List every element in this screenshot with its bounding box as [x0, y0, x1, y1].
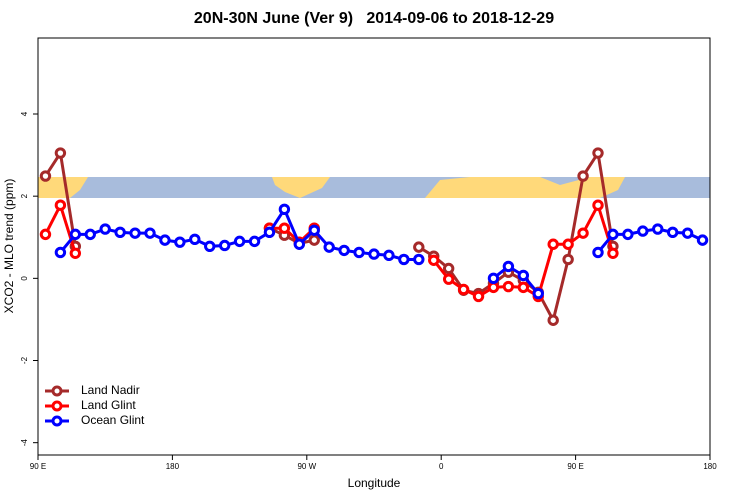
data-point	[577, 170, 589, 182]
data-point	[69, 228, 82, 241]
data-point	[323, 241, 335, 253]
data-point	[189, 233, 201, 246]
data-point	[577, 227, 589, 239]
x-tick-label: 90 E	[567, 462, 583, 471]
x-tick-label: 180	[703, 462, 717, 471]
y-tick-label: 4	[20, 111, 29, 116]
data-point	[487, 281, 500, 294]
data-point	[562, 253, 574, 266]
chart-title: 20N-30N June (Ver 9) 2014-09-06 to 2018-…	[194, 10, 554, 27]
data-point	[442, 262, 455, 275]
data-point	[39, 170, 52, 182]
data-point	[263, 226, 276, 239]
data-point	[592, 147, 604, 159]
data-point	[114, 226, 126, 239]
data-point	[99, 223, 111, 235]
data-point	[487, 272, 500, 285]
data-point	[517, 269, 530, 282]
data-point	[592, 246, 604, 259]
data-point	[174, 236, 186, 248]
data-point	[338, 244, 350, 257]
data-point	[502, 260, 515, 273]
y-tick-label: -2	[20, 356, 29, 364]
legend-marker	[51, 400, 63, 412]
data-point	[368, 248, 380, 260]
y-tick-label: -4	[20, 439, 29, 447]
data-point	[84, 228, 96, 241]
data-point	[144, 227, 156, 239]
data-point	[308, 224, 320, 236]
x-tick-label: 90 W	[297, 462, 316, 471]
legend-marker	[51, 385, 63, 397]
legend-label: Land Glint	[81, 398, 136, 412]
data-point	[637, 225, 649, 237]
y-tick-label: 0	[20, 276, 29, 281]
data-point	[547, 314, 559, 326]
data-point	[696, 234, 709, 246]
data-point	[293, 238, 306, 250]
data-point	[69, 247, 82, 259]
data-point	[39, 228, 52, 241]
data-point	[159, 234, 171, 246]
data-point	[54, 246, 67, 259]
data-point	[547, 238, 559, 250]
data-point	[248, 235, 261, 248]
data-point	[278, 222, 291, 234]
data-point	[472, 290, 485, 303]
data-point	[666, 226, 679, 239]
data-point	[129, 227, 141, 239]
legend-label: Land Nadir	[81, 383, 140, 397]
plot-frame	[37, 37, 711, 456]
data-point	[383, 249, 395, 262]
data-point	[54, 199, 67, 211]
data-point	[308, 234, 320, 246]
data-point	[562, 238, 574, 250]
data-point	[622, 228, 634, 241]
data-point	[532, 287, 544, 300]
data-point	[204, 240, 216, 252]
data-point	[607, 247, 619, 259]
data-point	[353, 246, 365, 259]
map-strip	[38, 177, 710, 198]
data-point	[502, 280, 515, 293]
data-point	[457, 283, 470, 296]
legend-label: Ocean Glint	[81, 413, 145, 427]
legend-marker	[51, 415, 63, 427]
data-point	[607, 228, 619, 241]
data-point	[218, 239, 231, 252]
data-point	[592, 199, 604, 211]
x-tick-label: 180	[166, 462, 180, 471]
data-point	[681, 227, 694, 239]
data-point	[517, 281, 530, 294]
data-point	[398, 253, 410, 266]
data-point	[428, 254, 440, 266]
x-tick-label: 0	[439, 462, 444, 471]
data-point	[652, 223, 664, 235]
data-point	[442, 273, 455, 285]
y-tick-label: 2	[20, 193, 29, 198]
data-point	[233, 235, 246, 248]
data-point	[413, 253, 425, 266]
x-tick-label: 90 E	[30, 462, 46, 471]
y-axis-label: XCO2 - MLO trend (ppm)	[2, 179, 16, 314]
data-point	[413, 241, 425, 253]
series-line	[59, 206, 704, 295]
data-point	[54, 147, 67, 159]
data-point	[278, 203, 291, 216]
x-axis-label: Longitude	[348, 476, 401, 490]
